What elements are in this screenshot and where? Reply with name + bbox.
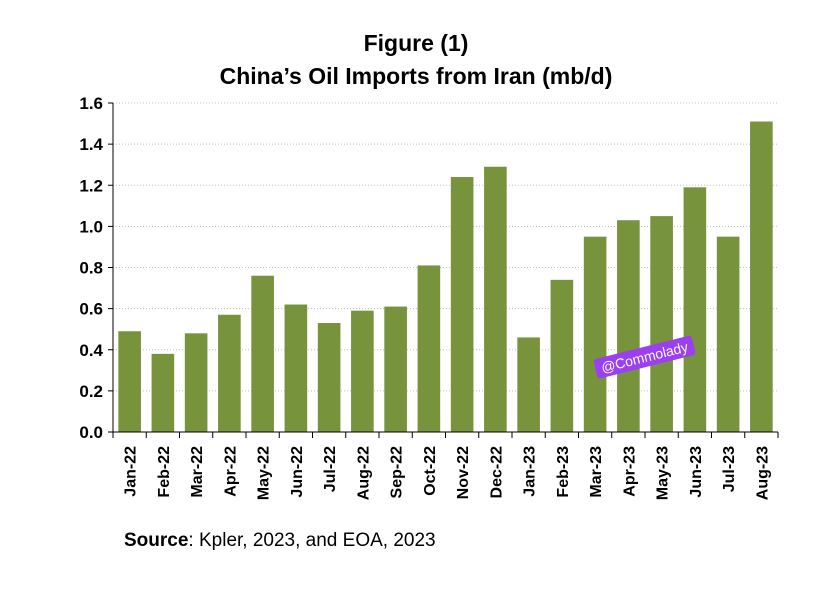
bar [184,333,208,432]
bar [284,304,308,432]
bar [317,323,341,432]
x-tick-label: Mar-23 [588,446,605,498]
bar [550,279,574,432]
x-tick-label: Jan-22 [123,446,140,497]
x-tick-label: Nov-22 [455,446,472,499]
x-tick-label: Feb-22 [156,446,173,498]
y-tick-label: 1.2 [79,176,103,195]
x-tick-label: Jul-23 [721,446,738,492]
bar [650,216,673,432]
x-tick-label: Feb-23 [555,446,572,498]
x-tick-label: Jun-23 [688,446,705,498]
bar [583,236,607,432]
x-tick-label: May-22 [256,446,273,500]
bar [118,331,141,432]
y-tick-label: 0.2 [79,382,103,401]
bar [251,275,274,432]
x-tick-label: Aug-23 [754,446,771,500]
bar [151,353,175,432]
x-tick-label: Sep-22 [389,446,406,499]
bar [716,236,740,432]
bar [617,220,640,432]
y-tick-label: 0.6 [79,300,103,319]
x-tick-label: Apr-22 [222,446,239,497]
chart-subtitle: China’s Oil Imports from Iran (mb/d) [219,63,613,89]
x-tick-label: Jul-22 [322,446,339,492]
y-tick-label: 1.6 [79,94,103,113]
y-tick-label: 0.4 [79,341,103,360]
bar [484,166,507,432]
x-tick-label: Dec-22 [488,446,505,499]
x-tick-label: Oct-22 [422,446,439,496]
x-tick-label: Jan-23 [522,446,539,497]
x-tick-label: May-23 [655,446,672,500]
x-tick-label: Mar-22 [189,446,206,498]
x-tick-label: Aug-22 [355,446,372,500]
source-note: Source: Kpler, 2023, and EOA, 2023 [124,530,436,552]
source-text: : Kpler, 2023, and EOA, 2023 [188,530,436,551]
bar [218,314,241,432]
y-tick-label: 1.4 [79,135,103,154]
bar [517,337,540,432]
bar [750,121,773,432]
chart-title: Figure (1) [363,30,469,56]
y-tick-label: 0.0 [79,423,103,442]
bar [450,177,474,432]
bar [683,187,707,432]
bar [351,310,374,432]
source-label: Source [124,530,189,551]
bar [384,306,407,432]
y-tick-label: 1.0 [79,217,103,236]
y-tick-label: 0.8 [79,259,103,278]
x-tick-label: Apr-23 [621,446,638,497]
bar [417,265,441,432]
x-tick-label: Jun-22 [289,446,306,498]
